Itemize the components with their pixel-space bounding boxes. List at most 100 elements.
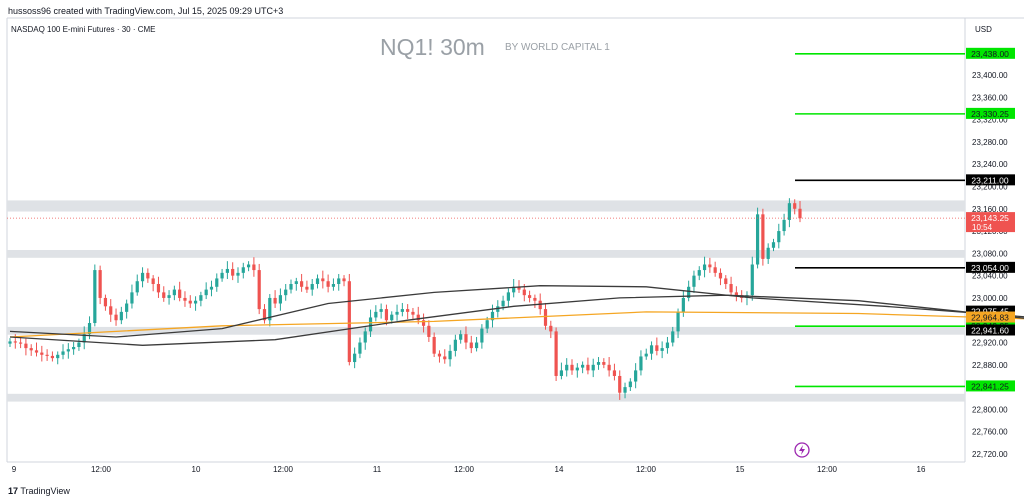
candle [570,359,574,375]
lightning-icon-bolt [799,445,805,455]
candle-body [798,208,802,219]
candle [390,311,394,324]
candle [724,275,728,290]
candle-body [559,370,564,376]
candle [363,327,367,350]
candle-body [114,314,118,321]
candle [321,270,325,289]
candle [623,382,627,399]
price-tick-label: 22,880.00 [972,361,1008,370]
candle-body [66,349,70,352]
candle [464,326,468,350]
candle-body [390,314,394,321]
candle [130,284,134,309]
candle-body [29,348,33,351]
candle-body [135,281,139,293]
candle [655,337,659,356]
candle-body [331,284,336,287]
candle [618,370,622,400]
candle [178,281,182,302]
candle-body [300,281,304,287]
candle-body [453,339,457,351]
candle [708,257,712,273]
candle [347,273,351,366]
candle [395,304,399,321]
candle-body [109,306,113,315]
candle-body [162,292,166,298]
time-tick-label: 12:00 [454,465,475,474]
candle-body [50,355,55,359]
candle-body [374,311,378,318]
candle [61,344,65,360]
candle-body [368,317,373,332]
candle [559,362,564,380]
lightning-icon [794,442,810,458]
candle [8,338,12,347]
candle [262,304,267,324]
price-tick-label: 23,080.00 [972,249,1008,258]
candle [427,320,431,342]
time-tick-label: 11 [373,465,382,474]
candle [527,290,532,303]
price-label-orange: 22,964.83 [966,311,1015,323]
candle [93,264,97,327]
candle-body [225,268,229,273]
candle-body [512,286,516,293]
price-tick-label: 22,760.00 [972,428,1008,437]
candle [639,350,643,376]
candle-body [310,284,314,290]
price-label-countdown: 10:54 [972,223,993,232]
candle [565,358,569,377]
candle [718,268,723,286]
candle-body [262,309,267,321]
candle [358,337,362,359]
support-resistance-zone [7,393,965,402]
candle-body [193,300,198,304]
candle [273,290,277,308]
price-label-text: 22,964.83 [971,313,1009,323]
candle-body [103,297,108,307]
candle [374,305,378,322]
candle [787,198,791,228]
candle [29,344,33,356]
candle-body [623,387,627,393]
candle-body [660,348,664,351]
candle [782,213,786,236]
candle [586,357,590,375]
candle-body [649,345,654,354]
currency-label[interactable]: USD [975,25,992,34]
candle [469,335,473,354]
candle-body [729,284,733,293]
candle-body [268,297,272,321]
candle-body [771,242,776,248]
candle-body [533,297,537,301]
candle-body [19,342,23,344]
candle-body [321,278,325,282]
candle [98,265,102,305]
candle [771,238,776,252]
candle-body [755,214,760,265]
candle-body [421,320,426,326]
price-tick-label: 23,400.00 [972,71,1008,80]
candle-body [644,353,648,357]
candle-body [506,292,510,301]
candle-body [713,267,717,273]
price-label-box [966,324,1015,336]
candle [533,294,537,308]
price-label-black: 22,941.60 [966,324,1015,336]
candle [750,256,754,301]
candle-body [697,270,701,276]
candle-body [554,331,558,376]
support-resistance-zone [7,250,965,258]
candle [167,290,171,305]
candle-body [639,356,643,371]
candle [236,267,240,283]
candle-body [602,362,606,365]
candle-body [750,264,754,296]
candle-body [326,281,330,287]
candle [337,273,341,291]
candle-body [246,264,251,268]
candle-body [40,352,44,355]
time-tick-label: 15 [736,465,745,474]
